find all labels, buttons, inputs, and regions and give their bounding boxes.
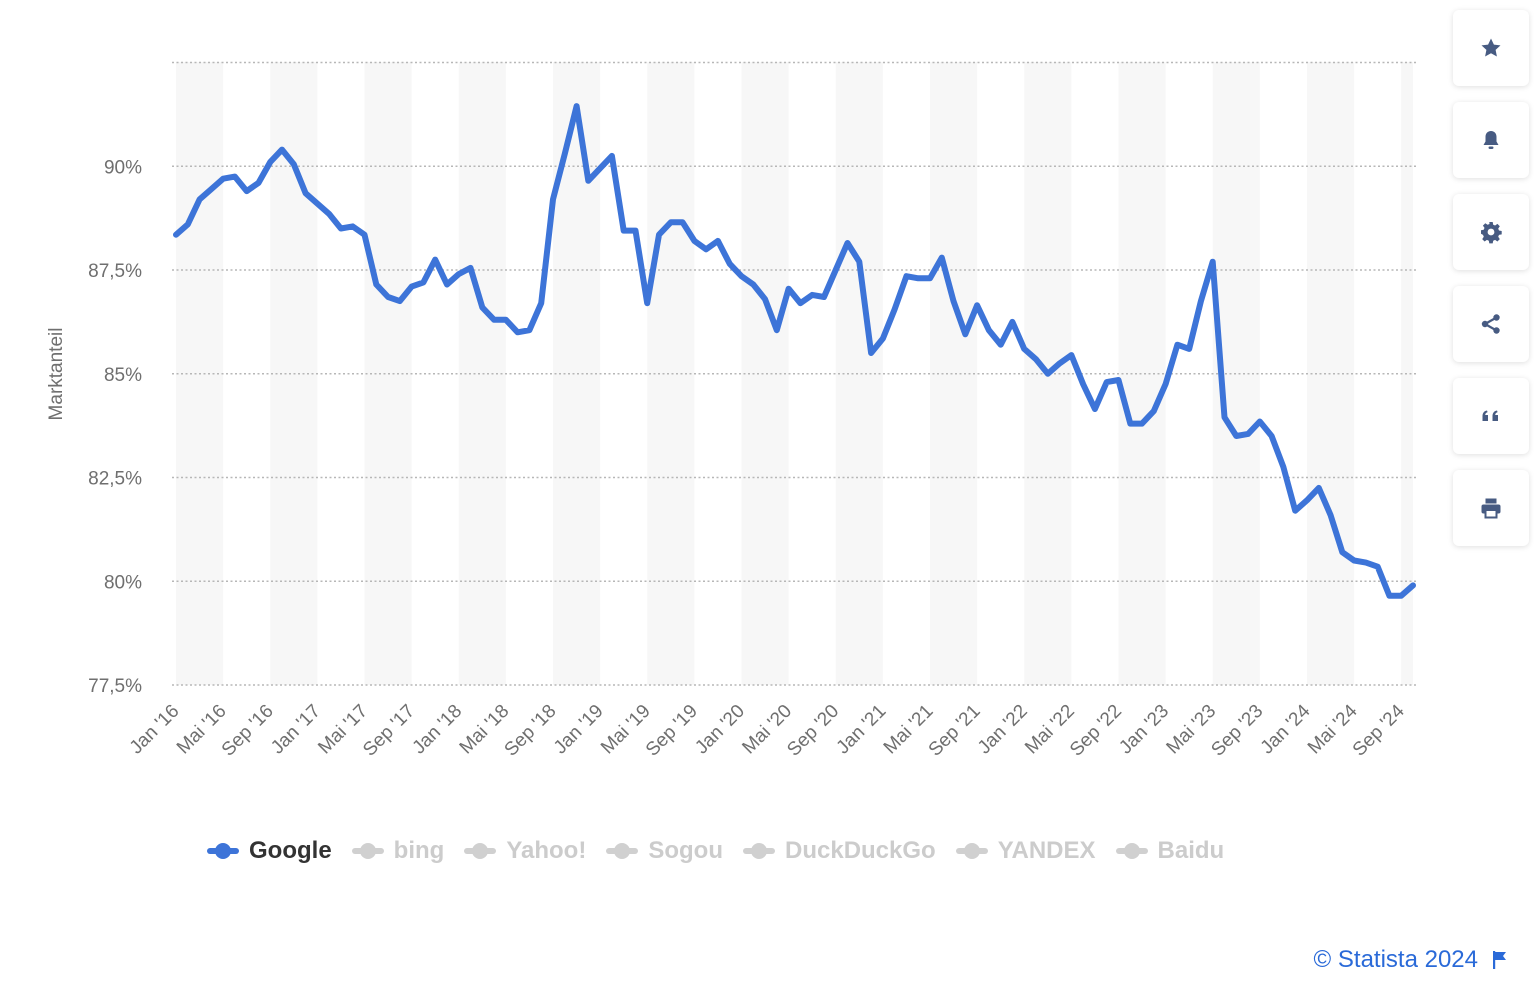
legend-marker bbox=[743, 843, 775, 859]
x-tick-label: Sep '16 bbox=[218, 701, 278, 761]
x-tick-label: Jan '23 bbox=[1115, 701, 1173, 759]
legend-marker bbox=[207, 843, 239, 859]
x-tick-label: Sep '24 bbox=[1349, 700, 1409, 760]
legend-item-yandex[interactable]: YANDEX bbox=[955, 837, 1096, 865]
legend-item-sogou[interactable]: Sogou bbox=[606, 837, 723, 865]
x-tick-label: Sep '23 bbox=[1207, 701, 1267, 761]
legend-label: DuckDuckGo bbox=[785, 837, 936, 864]
legend-label: bing bbox=[393, 837, 445, 864]
share-icon bbox=[1481, 314, 1500, 334]
y-tick-label: 77,5% bbox=[88, 676, 142, 697]
x-tick-label: Jan '16 bbox=[126, 701, 184, 759]
x-tick-label: Jan '17 bbox=[267, 701, 325, 759]
background-band bbox=[1306, 62, 1355, 685]
chart-toolbar bbox=[1453, 10, 1529, 562]
bell-icon bbox=[1483, 131, 1499, 149]
print-icon bbox=[1481, 498, 1501, 519]
gear-icon bbox=[1481, 222, 1502, 244]
legend-item-baidu[interactable]: Baidu bbox=[1115, 837, 1225, 865]
x-tick-label: Sep '21 bbox=[925, 701, 985, 761]
legend-marker bbox=[464, 843, 497, 859]
settings-button[interactable] bbox=[1453, 194, 1529, 270]
quote-icon bbox=[1482, 410, 1498, 421]
legend-marker bbox=[955, 843, 988, 859]
background-band bbox=[1401, 62, 1413, 685]
line-chart: 77,5% 80% 82,5% 85% 87,5% 90% Marktanteil Jan… bbox=[46, 61, 1418, 761]
y-tick-label: 85% bbox=[104, 365, 142, 386]
chart-footer: © Statista 2024 bbox=[1314, 946, 1508, 974]
y-tick-label: 82,5% bbox=[88, 469, 142, 490]
y-tick-label: 90% bbox=[104, 157, 142, 178]
legend-item-duckduckgo[interactable]: DuckDuckGo bbox=[743, 837, 936, 865]
y-axis-ticks: 77,5% 80% 82,5% 85% 87,5% 90% bbox=[88, 157, 142, 697]
legend-marker bbox=[351, 843, 384, 859]
x-tick-label: Jan '18 bbox=[409, 701, 467, 759]
legend-marker bbox=[606, 843, 639, 859]
star-icon bbox=[1481, 38, 1501, 57]
background-band bbox=[458, 62, 506, 685]
x-tick-label: Jan '24 bbox=[1257, 700, 1315, 758]
chart-gridlines bbox=[172, 61, 1418, 686]
x-tick-label: Jan '22 bbox=[974, 701, 1032, 759]
y-tick-label: 87,5% bbox=[88, 261, 142, 282]
series-layer bbox=[173, 103, 1416, 599]
x-tick-label: Jan '19 bbox=[550, 701, 608, 759]
share-button[interactable] bbox=[1453, 286, 1529, 362]
legend-label: Google bbox=[249, 837, 332, 864]
y-tick-label: 80% bbox=[104, 572, 142, 593]
legend-label: YANDEX bbox=[997, 837, 1096, 864]
notification-button[interactable] bbox=[1453, 102, 1529, 178]
flag-icon[interactable] bbox=[1492, 950, 1508, 970]
x-tick-label: Jan '20 bbox=[691, 701, 749, 759]
legend-label: Yahoo! bbox=[506, 837, 587, 864]
favorite-button[interactable] bbox=[1453, 10, 1529, 86]
series-line-google[interactable] bbox=[173, 103, 1416, 599]
legend-marker bbox=[1115, 843, 1148, 859]
copyright-link[interactable]: © Statista 2024 bbox=[1313, 946, 1478, 973]
print-button[interactable] bbox=[1453, 470, 1529, 546]
legend-label: Sogou bbox=[648, 837, 723, 864]
x-tick-label: Sep '17 bbox=[359, 701, 419, 761]
chart-legend: Google bing Yahoo! Sogou DuckDuckGo YANDEX Bai… bbox=[207, 834, 1244, 868]
x-tick-label: Jan '21 bbox=[833, 701, 891, 759]
legend-item-yahoo[interactable]: Yahoo! bbox=[464, 837, 586, 865]
legend-label: Baidu bbox=[1157, 837, 1225, 864]
x-tick-label: Sep '18 bbox=[501, 701, 561, 761]
legend-item-bing[interactable]: bing bbox=[351, 837, 445, 865]
x-tick-label: Sep '19 bbox=[642, 701, 702, 761]
x-tick-label: Sep '20 bbox=[783, 701, 843, 761]
cite-button[interactable] bbox=[1453, 378, 1529, 454]
x-tick-label: Sep '22 bbox=[1066, 701, 1126, 761]
y-axis-label: Marktanteil bbox=[46, 328, 67, 421]
legend-item-google[interactable]: Google bbox=[207, 837, 332, 865]
